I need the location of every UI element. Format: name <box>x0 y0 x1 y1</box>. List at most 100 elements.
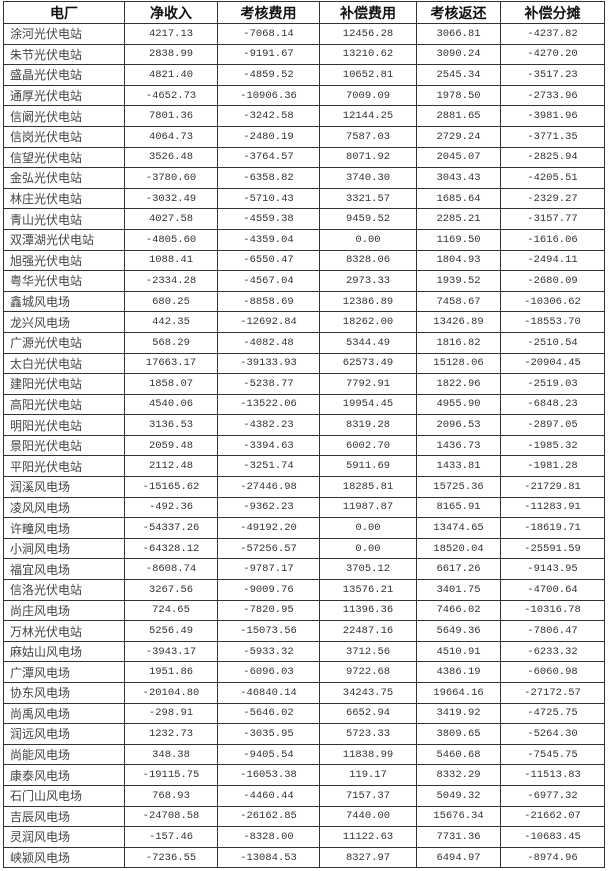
cell-plant-name: 龙兴风电场 <box>3 311 125 333</box>
cell-net-income: 7801.36 <box>124 105 218 127</box>
cell-compensation-share: -25591.59 <box>500 537 605 560</box>
cell-net-income: 768.93 <box>124 784 218 807</box>
table-row: 涂河光伏电站 4217.13 -7068.14 12456.28 3066.81 -423… <box>3 23 605 45</box>
cell-plant-name: 旭强光伏电站 <box>3 249 125 272</box>
table-row: 灵润风电场 -157.46 -8328.00 11122.63 7731.36 -1068… <box>3 826 605 848</box>
cell-net-income: 4540.06 <box>124 393 218 416</box>
cell-compensation-fee: 8071.92 <box>319 146 417 169</box>
cell-net-income: 3136.53 <box>124 414 218 436</box>
cell-plant-name: 小涧风电场 <box>3 537 125 560</box>
cell-compensation-fee: 6002.70 <box>319 434 417 457</box>
cell-compensation-fee: 7587.03 <box>319 125 417 148</box>
cell-assessment-refund: 18520.04 <box>416 537 501 560</box>
cell-assessment-refund: 4510.91 <box>416 640 501 663</box>
cell-compensation-fee: 3705.12 <box>319 558 417 581</box>
cell-compensation-share: -1981.28 <box>500 455 605 478</box>
cell-plant-name: 平阳光伏电站 <box>3 455 125 478</box>
cell-assessment-fee: -3251.74 <box>217 455 320 478</box>
cell-assessment-fee: -4359.04 <box>217 228 320 251</box>
table-row: 金弘光伏电站 -3780.60 -6358.82 3740.30 3043.43 -420… <box>3 167 605 189</box>
cell-assessment-fee: -9191.67 <box>217 43 320 66</box>
cell-compensation-fee: 12456.28 <box>319 23 417 45</box>
cell-compensation-fee: 11838.99 <box>319 743 417 766</box>
cell-assessment-refund: 3090.24 <box>416 43 501 66</box>
cell-compensation-fee: 7009.09 <box>319 84 417 107</box>
cell-net-income: -64328.12 <box>124 537 218 560</box>
header-compensation-fee: 补偿费用 <box>319 1 417 24</box>
cell-compensation-fee: 62573.49 <box>319 352 417 375</box>
cell-plant-name: 建阳光伏电站 <box>3 373 125 395</box>
table-row: 景阳光伏电站 2059.48 -3394.63 6002.70 1436.73 -1985… <box>3 434 605 457</box>
cell-assessment-fee: -8858.69 <box>217 290 320 313</box>
table-row: 龙兴风电场 442.35 -12692.84 18262.00 13426.89 -185… <box>3 311 605 333</box>
cell-assessment-refund: 5649.36 <box>416 620 501 642</box>
cell-net-income: -3032.49 <box>124 187 218 210</box>
cell-plant-name: 涂河光伏电站 <box>3 23 125 45</box>
table-row: 润远风电场 1232.73 -3035.95 5723.33 3809.65 -5264.… <box>3 723 605 745</box>
cell-assessment-refund: 2881.65 <box>416 105 501 127</box>
table-row: 万林光伏电站 5256.49 -15073.56 22487.16 5649.36 -78… <box>3 620 605 642</box>
cell-plant-name: 鑫城风电场 <box>3 290 125 313</box>
table-row: 吉辰风电场 -24708.58 -26162.85 7440.00 15676.34 -2… <box>3 805 605 828</box>
cell-compensation-fee: 11396.36 <box>319 599 417 622</box>
table-row: 许疃风电场 -54337.26 -49192.20 0.00 13474.65 -1861… <box>3 517 605 539</box>
cell-compensation-share: -5264.30 <box>500 723 605 745</box>
cell-assessment-refund: 1436.73 <box>416 434 501 457</box>
cell-assessment-refund: 2729.24 <box>416 125 501 148</box>
cell-assessment-refund: 6494.97 <box>416 846 501 869</box>
cell-plant-name: 盛晶光伏电站 <box>3 64 125 86</box>
cell-compensation-share: -27172.57 <box>500 682 605 704</box>
cell-net-income: 348.38 <box>124 743 218 766</box>
cell-compensation-share: -7806.47 <box>500 620 605 642</box>
cell-assessment-refund: 3066.81 <box>416 23 501 45</box>
table-row: 平阳光伏电站 2112.48 -3251.74 5911.69 1433.81 -1981… <box>3 455 605 478</box>
cell-assessment-fee: -4082.48 <box>217 331 320 354</box>
cell-net-income: 2838.99 <box>124 43 218 66</box>
cell-compensation-share: -2329.27 <box>500 187 605 210</box>
cell-compensation-share: -3981.96 <box>500 105 605 127</box>
cell-net-income: 4027.58 <box>124 208 218 230</box>
cell-compensation-share: -4205.51 <box>500 167 605 189</box>
cell-compensation-fee: 2973.33 <box>319 270 417 292</box>
table-row: 信洛光伏电站 3267.56 -9009.76 13576.21 3401.75 -470… <box>3 579 605 601</box>
cell-compensation-share: -3517.23 <box>500 64 605 86</box>
cell-compensation-share: -11513.83 <box>500 764 605 786</box>
cell-assessment-fee: -5238.77 <box>217 373 320 395</box>
cell-plant-name: 尚庄风电场 <box>3 599 125 622</box>
cell-net-income: -4652.73 <box>124 84 218 107</box>
cell-net-income: 568.29 <box>124 331 218 354</box>
cell-compensation-fee: 5344.49 <box>319 331 417 354</box>
cell-compensation-fee: 18285.81 <box>319 476 417 498</box>
cell-compensation-fee: 19954.45 <box>319 393 417 416</box>
cell-assessment-fee: -6550.47 <box>217 249 320 272</box>
table-row: 高阳光伏电站 4540.06 -13522.06 19954.45 4955.90 -68… <box>3 393 605 416</box>
power-plant-settlement-table: 电厂 净收入 考核费用 补偿费用 考核返还 补偿分摊 涂河光伏电站 4217.13… <box>3 1 605 869</box>
cell-assessment-refund: 7458.67 <box>416 290 501 313</box>
cell-compensation-share: -7545.75 <box>500 743 605 766</box>
cell-net-income: 2059.48 <box>124 434 218 457</box>
table-row: 太白光伏电站 17663.17 -39133.93 62573.49 15128.06-… <box>3 352 605 375</box>
cell-net-income: 1951.86 <box>124 661 218 683</box>
cell-assessment-refund: 1169.50 <box>416 228 501 251</box>
cell-compensation-share: -10683.45 <box>500 826 605 848</box>
cell-plant-name: 润远风电场 <box>3 723 125 745</box>
cell-plant-name: 景阳光伏电站 <box>3 434 125 457</box>
cell-assessment-fee: -9009.76 <box>217 579 320 601</box>
cell-plant-name: 太白光伏电站 <box>3 352 125 375</box>
cell-plant-name: 信阚光伏电站 <box>3 105 125 127</box>
table-row: 鑫城风电场 680.25 -8858.69 12386.89 7458.67 -10306… <box>3 290 605 313</box>
cell-plant-name: 峡颍风电场 <box>3 846 125 869</box>
cell-compensation-fee: 3321.57 <box>319 187 417 210</box>
cell-assessment-fee: -3242.58 <box>217 105 320 127</box>
cell-compensation-share: -21662.07 <box>500 805 605 828</box>
cell-compensation-fee: 6652.94 <box>319 702 417 725</box>
cell-plant-name: 双潭湖光伏电站 <box>3 228 125 251</box>
cell-assessment-refund: 1939.52 <box>416 270 501 292</box>
cell-assessment-fee: -5710.43 <box>217 187 320 210</box>
cell-compensation-fee: 7440.00 <box>319 805 417 828</box>
cell-assessment-refund: 3809.65 <box>416 723 501 745</box>
cell-plant-name: 吉辰风电场 <box>3 805 125 828</box>
cell-compensation-share: -2897.05 <box>500 414 605 436</box>
cell-compensation-share: -2680.09 <box>500 270 605 292</box>
table-row: 盛晶光伏电站 4821.40 -4859.52 10652.81 2545.34 -351… <box>3 64 605 86</box>
